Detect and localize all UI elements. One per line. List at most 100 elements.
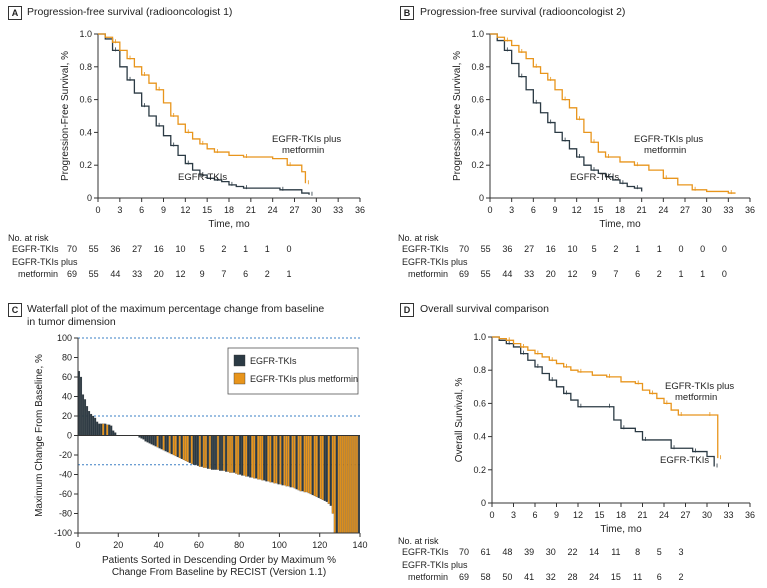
risk-value-tki: 1 [264, 244, 270, 254]
waterfall-bar [104, 423, 107, 436]
waterfall-bar [82, 394, 85, 436]
panel-c-title-line1: Waterfall plot of the maximum percentage… [27, 303, 325, 315]
risk-value-tki-metformin: 6 [656, 572, 662, 582]
waterfall-bar [106, 424, 109, 436]
y-tick-label: 1.0 [473, 332, 486, 342]
risk-value-tki-metformin: 6 [635, 269, 641, 279]
x-tick-label: 0 [487, 205, 492, 215]
x-tick-label: 120 [312, 540, 327, 550]
waterfall-bar [100, 423, 103, 436]
waterfall-bar [277, 435, 280, 485]
risk-value-tki: 10 [567, 244, 578, 254]
y-tick-label: -60 [59, 489, 72, 499]
series-label: EGFR-TKIs [660, 455, 709, 466]
legend-label: EGFR-TKIs plus metformin [250, 374, 358, 384]
x-tick-label: 27 [680, 205, 690, 215]
x-tick-label: 18 [616, 510, 626, 520]
y-tick-label: 0.2 [79, 160, 92, 170]
risk-table-a: No. at risk EGFR-TKIs EGFR-TKIs plus metfor… [0, 232, 390, 287]
risk-value-tki-metformin: 20 [545, 269, 556, 279]
waterfall-bar [170, 435, 173, 455]
risk-value-tki: 5 [199, 244, 205, 254]
waterfall-bar [267, 435, 270, 482]
chart-a: 0 3 6 9 12 15 18 21 24 27 30 33 3600.20.40.60.81.0Ti… [60, 29, 365, 230]
risk-value-tki: 36 [110, 244, 121, 254]
x-tick-label: 6 [531, 205, 536, 215]
y-tick-label: 0.8 [79, 62, 92, 72]
risk-value-tki-metformin: 44 [110, 269, 121, 279]
risk-value-tki: 36 [502, 244, 513, 254]
waterfall-bar [227, 435, 230, 472]
x-tick-label: 9 [161, 205, 166, 215]
waterfall-bar [172, 435, 175, 456]
waterfall-bar [108, 424, 111, 436]
x-tick-label: 27 [680, 510, 690, 520]
y-tick-label: -40 [59, 470, 72, 480]
x-axis-label: Time, mo [599, 219, 641, 230]
waterfall-bar [168, 435, 171, 454]
waterfall-bar [235, 435, 238, 474]
waterfall-bar [245, 435, 248, 477]
waterfall-bar [192, 435, 195, 465]
waterfall-bar [295, 435, 298, 490]
waterfall-bar [311, 435, 314, 496]
y-tick-label: 0 [481, 498, 486, 508]
risk-value-tki-metformin: 41 [524, 572, 535, 582]
waterfall-bar [142, 435, 145, 440]
x-tick-label: 12 [572, 205, 582, 215]
waterfall-bar [247, 435, 250, 477]
risk-value-tki-metformin: 24 [589, 572, 600, 582]
waterfall-bar [285, 435, 288, 487]
risk-header: No. at risk [398, 233, 439, 243]
risk-value-tki: 1 [635, 244, 641, 254]
risk-value-tki: 39 [524, 547, 535, 557]
waterfall-bar [208, 435, 211, 469]
y-tick-label: 0.6 [79, 95, 92, 105]
waterfall-bar [92, 415, 95, 436]
waterfall-bar [329, 435, 332, 506]
waterfall-bar [146, 435, 149, 443]
y-tick-label: 0.4 [471, 127, 484, 137]
risk-value-tki: 55 [88, 244, 99, 254]
risk-value-tki-metformin: 2 [678, 572, 684, 582]
risk-value-tki-metformin: 28 [567, 572, 578, 582]
waterfall-bar [194, 435, 197, 465]
waterfall-bar [335, 435, 338, 534]
waterfall-bar [281, 435, 284, 486]
x-tick-label: 24 [268, 205, 278, 215]
waterfall-bar [182, 435, 185, 460]
series-label-line2: metformin [282, 145, 324, 156]
panel-b-letter: B [400, 6, 414, 20]
x-tick-label: 9 [554, 510, 559, 520]
waterfall-bar [96, 421, 99, 436]
waterfall-bar [150, 435, 153, 445]
y-tick-label: -100 [54, 528, 72, 538]
x-axis-label-line1: Patients Sorted in Descending Order by M… [102, 555, 336, 566]
x-tick-label: 18 [615, 205, 625, 215]
waterfall-bar [319, 435, 322, 499]
waterfall-bar [279, 435, 282, 485]
risk-header: No. at risk [8, 233, 49, 243]
series-label: EGFR-TKIs plus [634, 134, 703, 145]
waterfall-bar [225, 435, 228, 472]
risk-value-tki-metformin: 0 [721, 269, 727, 279]
waterfall-bar [315, 435, 318, 498]
risk-value-tki: 5 [656, 547, 662, 557]
x-tick-label: 30 [702, 510, 712, 520]
risk-value-tki: 2 [613, 244, 619, 254]
waterfall-bar [273, 435, 276, 484]
y-tick-label: 20 [62, 411, 72, 421]
y-tick-label: 0.4 [79, 127, 92, 137]
waterfall-bar [180, 435, 183, 459]
series-label: EGFR-TKIs plus [272, 134, 341, 145]
risk-row2-label-line2: metformin [408, 572, 449, 582]
waterfall-bar [303, 435, 306, 493]
risk-value-tki-metformin: 9 [591, 269, 597, 279]
waterfall-bar [174, 435, 177, 457]
waterfall-bar [313, 435, 316, 497]
series-line-tki-metformin [490, 33, 736, 194]
risk-value-tki-metformin: 32 [545, 572, 556, 582]
x-tick-label: 24 [659, 510, 669, 520]
x-tick-label: 24 [658, 205, 668, 215]
waterfall-bar [156, 435, 159, 448]
